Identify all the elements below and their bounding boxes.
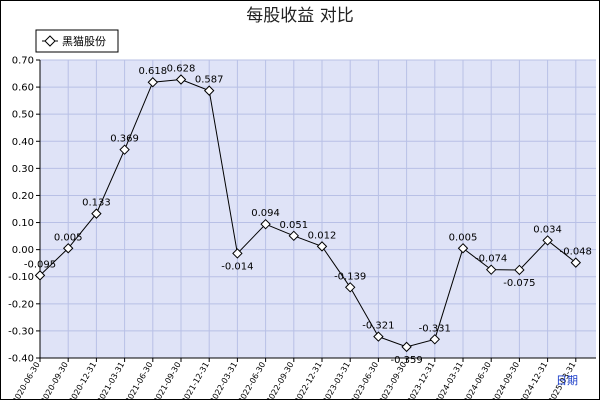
data-label: 0.133 [82, 198, 111, 209]
data-point-marker [316, 241, 328, 252]
data-point-marker [34, 270, 46, 281]
data-point-marker [91, 208, 102, 219]
data-point-marker [542, 235, 553, 246]
data-label: 0.587 [195, 75, 224, 86]
data-label: -0.139 [334, 271, 366, 282]
series-line [39, 78, 577, 348]
x-axis-label: 日期 [556, 374, 578, 387]
data-point-marker [570, 257, 582, 268]
y-tick-label: -0.10 [8, 272, 34, 283]
data-point-marker [260, 218, 271, 230]
data-point-marker [429, 334, 441, 345]
data-label: -0.321 [362, 321, 394, 332]
legend-marker [44, 35, 56, 47]
data-label: 0.012 [308, 230, 337, 241]
data-label: -0.074 [475, 254, 507, 265]
grid [40, 59, 596, 359]
y-tick-label: 0.00 [12, 245, 34, 256]
data-point-marker [175, 74, 187, 85]
data-point-marker [401, 341, 412, 353]
data-label: 0.094 [251, 208, 280, 219]
data-label: 0.034 [533, 224, 562, 235]
data-point-marker [147, 77, 159, 88]
y-tick-label: -0.30 [8, 326, 34, 337]
legend-label: 黑猫股份 [62, 35, 106, 48]
y-tick-label: 0.70 [12, 56, 34, 67]
data-label: 0.618 [138, 66, 167, 77]
y-tick-label: 0.40 [12, 137, 34, 148]
data-label: -0.359 [390, 355, 422, 366]
y-tick-label: 0.50 [12, 110, 34, 121]
data-point-marker [485, 264, 497, 275]
legend-box [35, 29, 119, 53]
data-label: 0.005 [54, 232, 83, 243]
data-label: 0.005 [449, 232, 478, 243]
data-point-marker [344, 282, 356, 293]
data-label: -0.014 [221, 261, 253, 272]
data-label: 0.369 [110, 134, 139, 145]
data-point-marker [457, 243, 469, 254]
data-point-marker [514, 264, 525, 276]
data-label: -0.048 [560, 247, 592, 258]
data-point-marker [62, 243, 74, 254]
series-layer [34, 74, 582, 353]
data-point-marker [232, 248, 243, 259]
y-tick-label: 0.10 [12, 218, 34, 229]
data-label: 0.051 [279, 220, 308, 231]
y-tick-label: 0.20 [12, 191, 34, 202]
data-label: -0.075 [503, 278, 535, 289]
data-point-marker [203, 85, 215, 96]
data-label: -0.095 [24, 259, 56, 270]
data-point-marker [373, 331, 384, 342]
chart-title: 每股收益 对比 [246, 6, 353, 26]
data-label: -0.331 [419, 323, 451, 334]
data-point-marker [119, 144, 130, 155]
legend: 黑猫股份 [35, 29, 119, 53]
data-point-marker [288, 230, 300, 242]
y-tick-label: 0.30 [12, 164, 34, 175]
y-tick-label: 0.60 [12, 83, 34, 94]
y-tick-label: -0.20 [8, 299, 34, 310]
y-tick-label: -0.40 [8, 354, 34, 365]
data-label: 0.628 [167, 64, 196, 75]
plot-area [40, 60, 596, 358]
